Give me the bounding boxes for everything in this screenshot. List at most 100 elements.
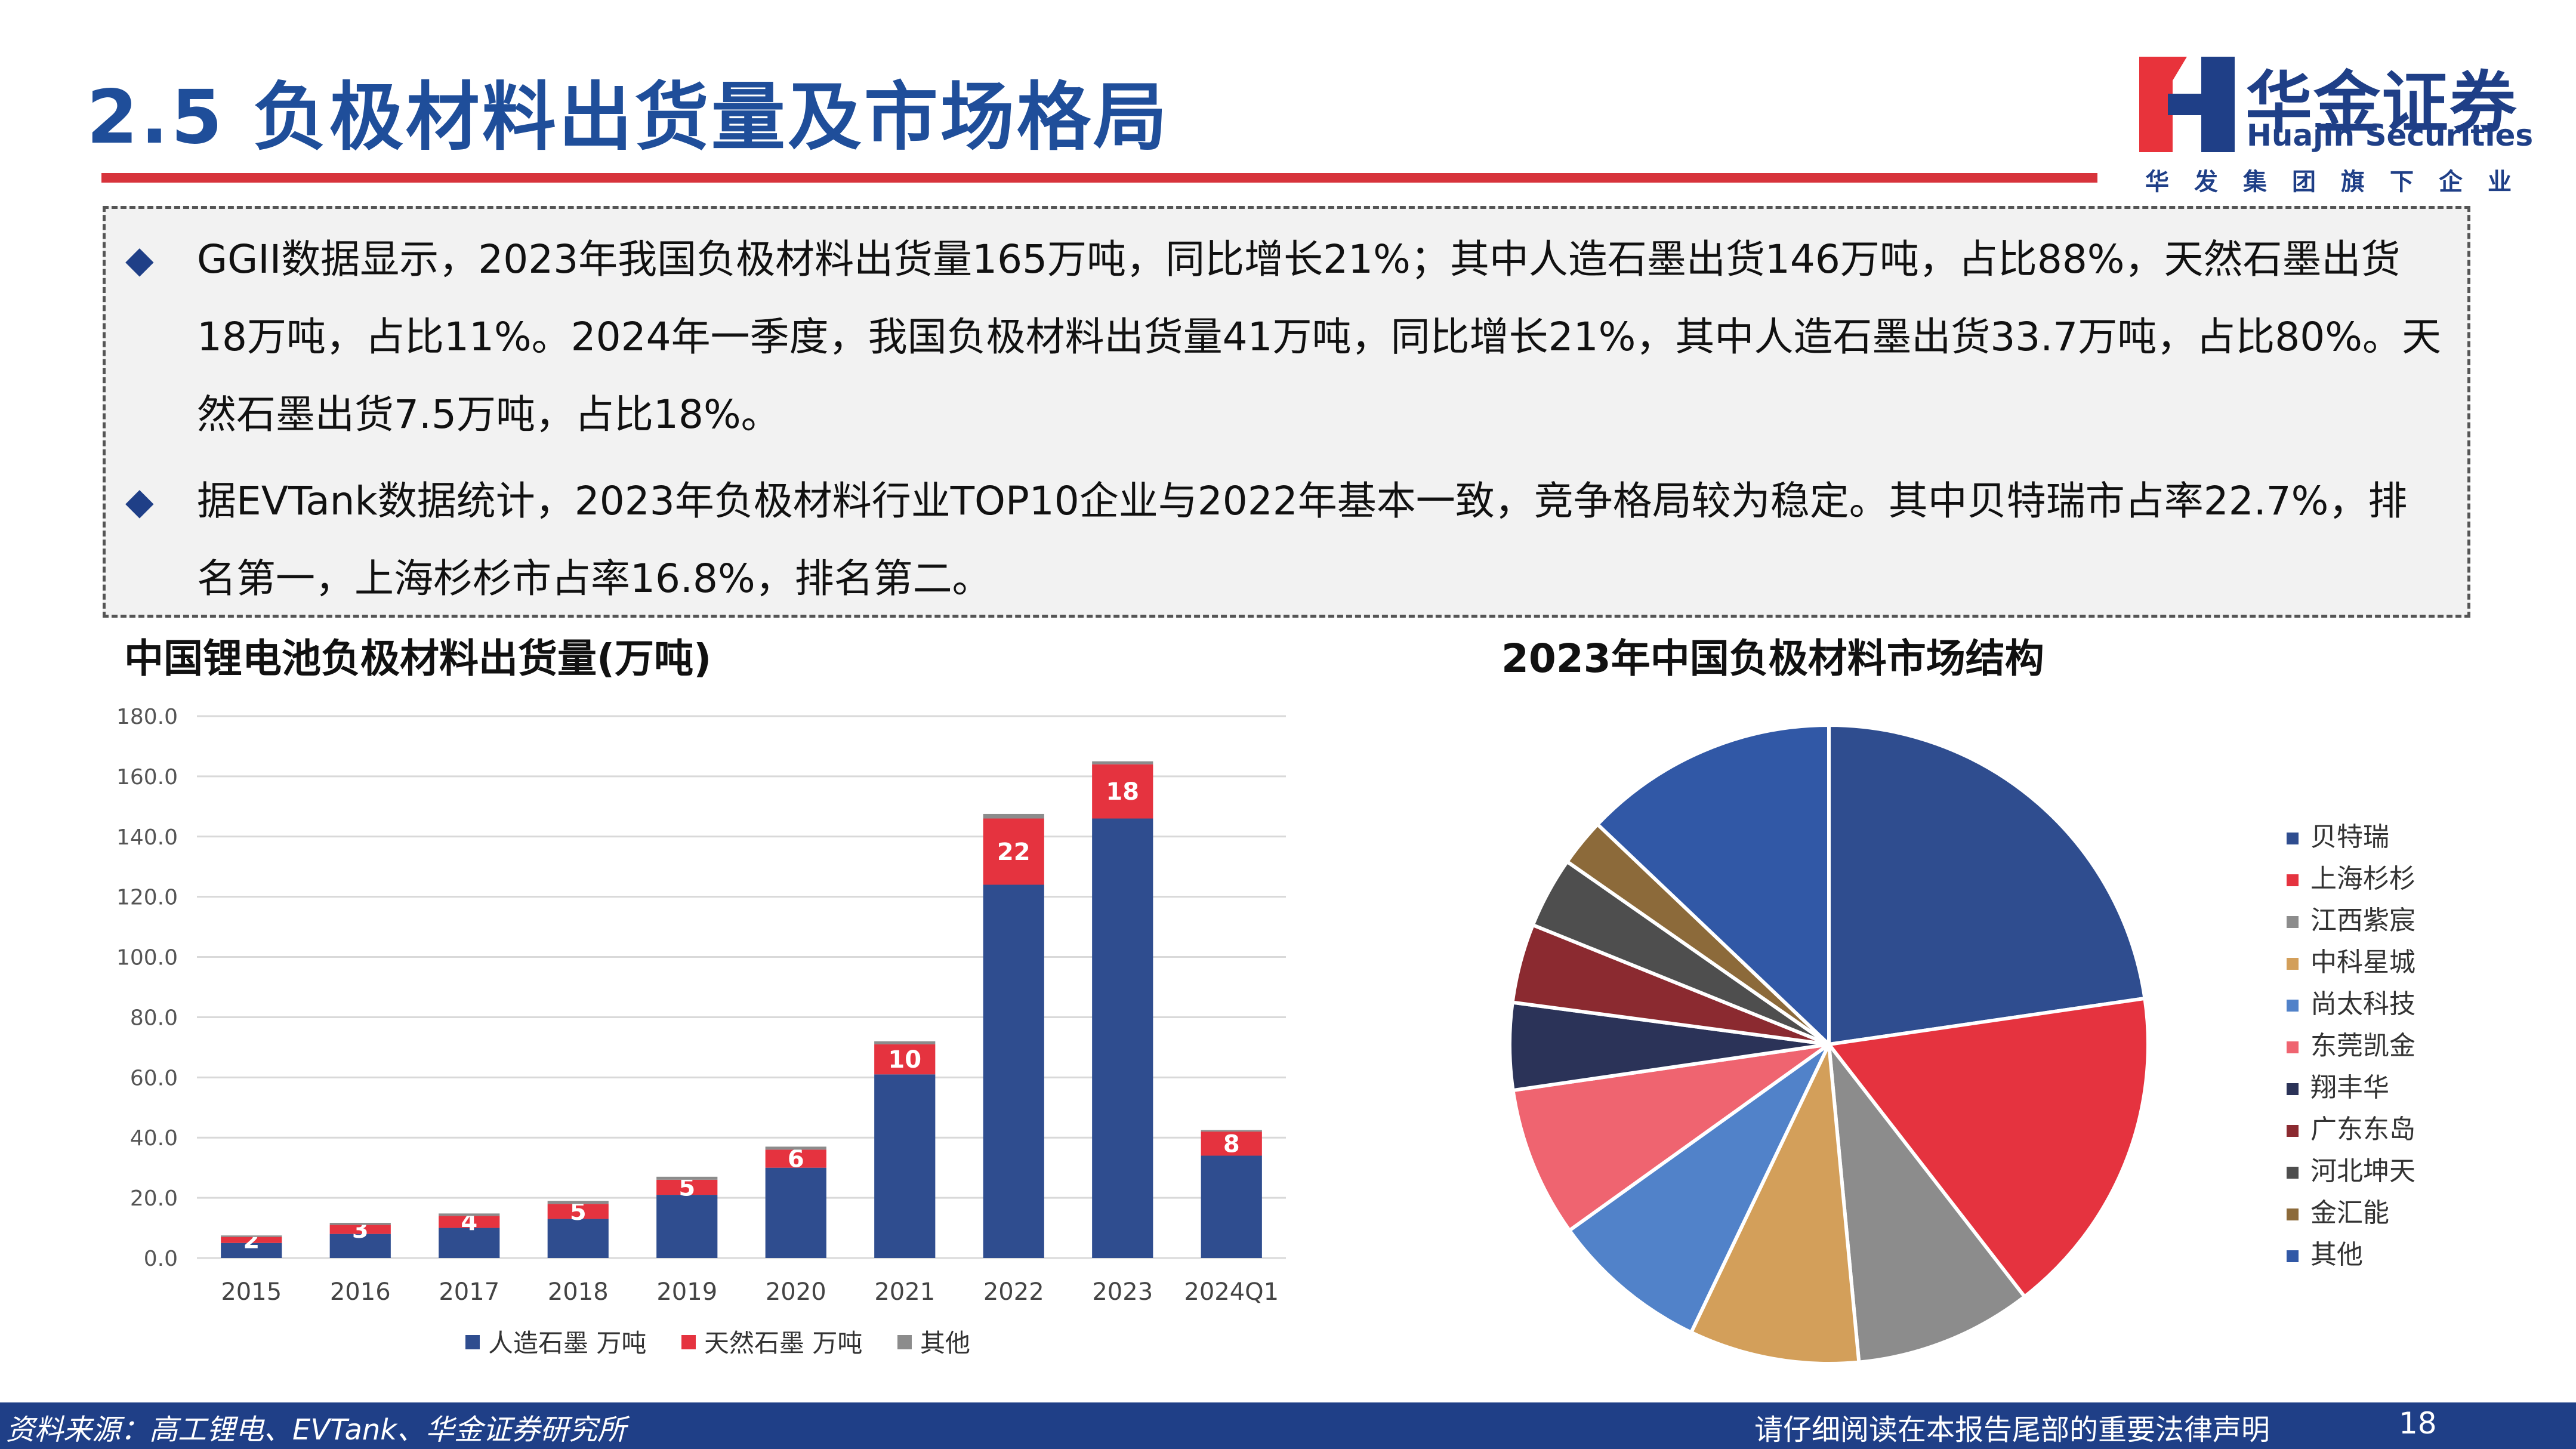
huajin-logo-icon [2139,57,2235,152]
bar-segment [1092,764,1153,819]
y-tick-label: 0.0 [144,1247,178,1271]
y-tick-label: 160.0 [116,765,178,790]
bar-segment [439,1228,500,1258]
logo-name-en: Huajin Securities [2247,118,2534,153]
legend-swatch [2287,1125,2299,1137]
legend-swatch [2287,1167,2299,1179]
bar-segment [765,1146,826,1150]
legend-swatch [2287,1208,2299,1220]
bar-segment [439,1216,500,1228]
pie-slice [1827,1038,2028,1364]
pie-legend-item: 翔丰华 [2287,1066,2415,1108]
legend-label: 河北坤天 [2310,1156,2415,1186]
legend-label: 人造石墨 万吨 [488,1328,646,1358]
legend-label: 金汇能 [2310,1198,2389,1228]
bar-segment [656,1176,718,1180]
legend-swatch [2287,1083,2299,1095]
bar-segment [874,1041,936,1044]
pie-slice [1511,1043,1830,1233]
legend-swatch [897,1335,912,1349]
bar-segment [983,813,1044,819]
bar-data-label: 2 [243,1227,260,1254]
legend-label: 其他 [2310,1240,2363,1270]
pie-chart [1508,723,2150,1365]
legend-swatch [2287,1041,2299,1053]
x-tick-label: 2022 [983,1278,1044,1306]
bar-segment [1092,761,1153,764]
x-tick-label: 2015 [221,1278,282,1306]
legend-label: 中科星城 [2310,947,2415,978]
legend-swatch [465,1335,480,1349]
legend-label: 东莞凯金 [2310,1031,2415,1061]
x-tick-label: 2017 [439,1278,499,1306]
logo-name-cn: 华金证券 [2245,64,2518,142]
pie-legend: 贝特瑞上海杉杉江西紫宸中科星城尚太科技东莞凯金翔丰华广东东岛河北坤天金汇能其他 [2287,815,2415,1275]
legend-label: 其他 [920,1328,970,1358]
bar-segment [765,1149,826,1168]
bar-data-label: 10 [888,1046,921,1074]
bar-segment [329,1222,391,1225]
summary-box [103,206,2470,618]
legend-swatch [2287,958,2299,970]
legend-swatch [2287,833,2299,844]
bar-segment [1092,818,1153,1258]
pie-legend-item: 东莞凯金 [2287,1024,2415,1066]
pie-slice [1595,723,1831,1049]
bar-segment [547,1219,609,1258]
pie-legend-item: 贝特瑞 [2287,815,2415,857]
company-logo: 华金证券 Huajin Securities 华发集团旗下企业 [2139,54,2533,196]
pie-legend-item: 其他 [2287,1233,2415,1275]
pie-legend-item: 河北坤天 [2287,1149,2415,1191]
legend-swatch [2287,874,2299,886]
legend-label: 贝特瑞 [2310,822,2389,852]
bullet-text: GGII数据显示，2023年我国负极材料出货量165万吨，同比增长21%；其中人… [197,236,2441,437]
bar-segment [1201,1130,1262,1132]
y-tick-label: 40.0 [130,1126,178,1151]
legend-swatch [2287,916,2299,928]
page-title: 2.5 负极材料出货量及市场格局 [87,75,1170,161]
bar-data-label: 22 [997,838,1031,866]
pie-slice [1689,1037,1861,1365]
bar-segment [221,1235,282,1237]
legend-label: 上海杉杉 [2310,864,2415,894]
bar-segment [656,1195,718,1258]
legend-label: 江西紫宸 [2310,905,2415,936]
pie-legend-item: 金汇能 [2287,1191,2415,1233]
page-number: 18 [2399,1406,2437,1441]
bar-data-label: 4 [461,1208,477,1236]
bar-data-label: 8 [1223,1130,1240,1158]
title-underline [101,173,2097,183]
bar-segment [547,1201,609,1204]
diamond-bullet-icon: ◆ [125,479,154,523]
pie-legend-item: 江西紫宸 [2287,899,2415,941]
logo-tagline: 华发集团旗下企业 [2145,168,2537,196]
bar-segment [329,1225,391,1234]
bar-segment [656,1179,718,1195]
bar-segment [221,1243,282,1258]
legend-label: 尚太科技 [2310,989,2415,1019]
footer-source: 资料来源：高工锂电、EVTank、华金证券研究所 [6,1413,627,1447]
pie-chart-title: 2023年中国负极材料市场结构 [1501,636,2044,682]
x-tick-label: 2019 [656,1278,717,1306]
bar-data-label: 6 [788,1146,804,1173]
legend-swatch [2287,1000,2299,1012]
bar-chart-title: 中国锂电池负极材料出货量(万吨) [124,636,712,682]
bar-segment [221,1237,282,1243]
y-tick-label: 80.0 [130,1006,178,1030]
legend-swatch [681,1335,696,1349]
y-tick-label: 100.0 [116,946,178,970]
bar-segment [983,884,1044,1258]
legend-label: 天然石墨 万吨 [704,1328,862,1358]
y-tick-label: 180.0 [116,705,178,729]
x-tick-label: 2018 [548,1278,609,1306]
bar-data-label: 18 [1106,778,1139,806]
pie-slice [1567,1043,1831,1335]
x-tick-label: 2024Q1 [1184,1278,1279,1306]
y-tick-label: 60.0 [130,1066,178,1090]
bullet-text: 据EVTank数据统计，2023年负极材料行业TOP10企业与2022年基本一致… [197,478,2408,602]
pie-slice [1825,996,2150,1299]
legend-label: 广东东岛 [2310,1114,2415,1145]
pie-slice [1827,723,2147,1047]
diamond-bullet-icon: ◆ [125,238,154,281]
legend-swatch [2287,1250,2299,1262]
